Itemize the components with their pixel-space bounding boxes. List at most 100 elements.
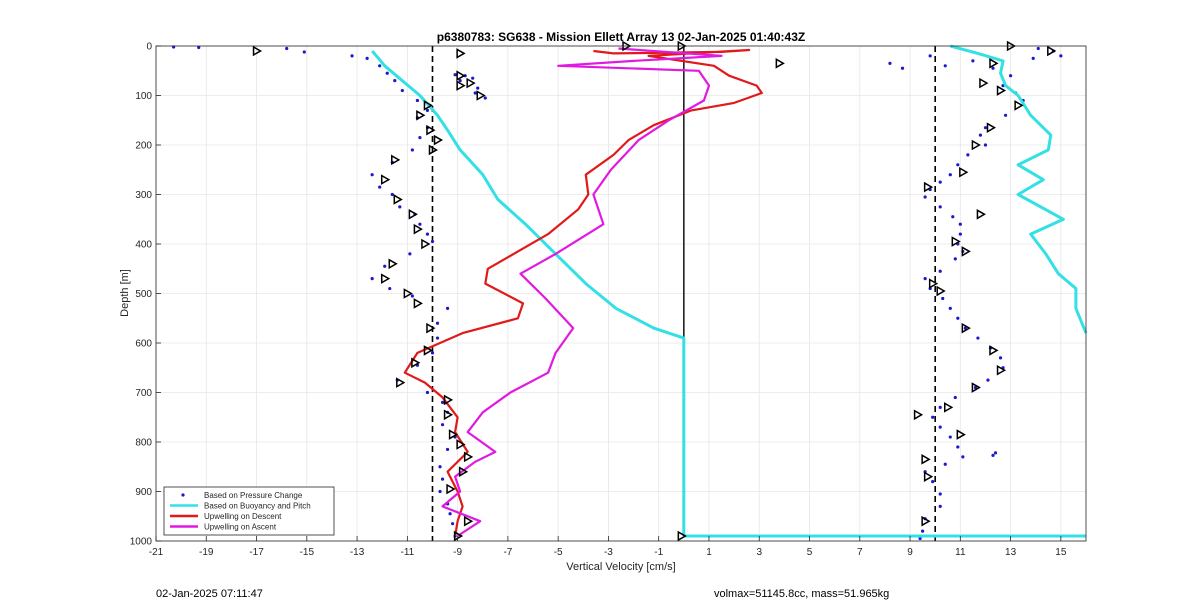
triangle-marker <box>421 238 431 250</box>
triangle-marker <box>961 246 971 257</box>
triangle-marker <box>463 451 474 463</box>
pressure-change-point <box>956 316 960 320</box>
triangle-marker <box>913 409 924 421</box>
pressure-change-point <box>408 252 412 256</box>
pressure-change-point <box>983 126 988 130</box>
pressure-change-point <box>961 455 965 459</box>
y-tick-label: 800 <box>135 438 152 449</box>
series-line-upwelling-on-descent <box>403 48 763 537</box>
x-tick-label: 7 <box>857 547 863 558</box>
y-axis-label: Depth [m] <box>119 269 131 317</box>
triangle-marker <box>923 181 934 193</box>
triangle-marker <box>403 288 413 299</box>
marker-layer <box>252 40 1057 542</box>
y-tick-label: 1000 <box>130 537 153 548</box>
pressure-change-point <box>458 79 462 83</box>
triangle-marker <box>971 382 981 393</box>
pressure-change-point <box>370 173 374 177</box>
pressure-change-point <box>1003 113 1008 117</box>
triangle-marker <box>456 439 466 450</box>
pressure-change-point <box>938 405 942 409</box>
pressure-change-point <box>966 153 970 157</box>
triangle-marker <box>453 530 464 542</box>
grid-lines <box>155 45 1086 542</box>
pressure-change-point <box>1008 74 1013 78</box>
x-tick-label: 5 <box>807 547 813 558</box>
pressure-change-point <box>971 59 975 63</box>
triangle-marker <box>456 70 466 81</box>
legend-swatch-dot <box>181 493 185 497</box>
triangle-marker <box>961 322 971 334</box>
x-tick-label: -3 <box>604 547 613 558</box>
pressure-change-point <box>471 76 475 80</box>
pressure-change-point <box>445 447 450 452</box>
pressure-change-point <box>888 61 892 65</box>
chart-title: p6380783: SG638 - Mission Ellett Array 1… <box>437 30 805 44</box>
pressure-change-point <box>410 148 414 152</box>
triangle-marker <box>944 402 954 413</box>
y-tick-label: 500 <box>135 289 152 300</box>
triangle-marker <box>463 515 474 527</box>
pressure-change-point <box>938 492 942 496</box>
pressure-change-point <box>931 480 935 484</box>
pressure-change-point <box>938 425 942 429</box>
pressure-change-point <box>383 264 387 268</box>
pressure-change-point <box>435 321 440 325</box>
triangle-marker <box>416 110 426 121</box>
x-tick-label: -19 <box>199 547 214 558</box>
pressure-change-point <box>938 269 942 273</box>
pressure-change-point <box>963 326 967 330</box>
triangle-marker <box>380 273 391 284</box>
x-tick-label: 9 <box>907 547 913 558</box>
pressure-change-point <box>440 423 445 427</box>
pressure-change-point <box>400 88 404 93</box>
series-upwelling-on-descent <box>403 48 763 537</box>
triangle-marker <box>1014 100 1024 111</box>
pressure-change-point <box>956 445 960 449</box>
triangle-marker <box>677 530 687 542</box>
footer-timestamp: 02-Jan-2025 07:11:47 <box>156 588 263 600</box>
pressure-change-point <box>425 390 430 395</box>
y-tick-label: 700 <box>135 388 152 399</box>
tick-layer: -21 -19 -17 -15 -13 -11 -9 -7 -5 -3 -1 1 3 5 7 9 11 13 150… <box>130 42 1067 559</box>
triangle-marker <box>951 236 961 247</box>
series-based-on-pressure-change <box>171 45 1063 541</box>
y-tick-label: 100 <box>135 91 152 102</box>
footer-volmax-mass: volmax=51145.8cc, mass=51.965kg <box>714 588 890 600</box>
pressure-change-point <box>938 205 942 209</box>
triangle-marker <box>456 48 466 59</box>
pressure-change-point <box>197 45 201 50</box>
pressure-change-point <box>415 98 420 103</box>
pressure-change-point <box>390 192 394 197</box>
pressure-change-point <box>978 133 983 137</box>
y-tick-label: 0 <box>146 42 152 53</box>
pressure-change-point <box>473 91 477 95</box>
triangle-marker <box>448 429 459 440</box>
triangle-marker <box>476 90 486 101</box>
pressure-change-point <box>998 356 1003 360</box>
pressure-change-point <box>388 286 392 291</box>
pressure-change-point <box>476 86 480 90</box>
pressure-change-point <box>445 306 450 310</box>
pressure-change-point <box>938 504 942 508</box>
pressure-change-point <box>931 415 935 419</box>
triangle-marker <box>976 209 986 220</box>
pressure-change-point <box>923 277 927 281</box>
x-axis-label: Vertical Velocity [cm/s] <box>566 561 675 573</box>
legend-label: Based on Pressure Change <box>204 491 303 500</box>
pressure-change-point <box>1031 56 1035 60</box>
triangle-marker <box>921 515 931 527</box>
pressure-change-point <box>435 336 440 340</box>
x-tick-label: -11 <box>400 547 414 558</box>
pressure-change-point <box>483 96 487 100</box>
series-line-based-on-buoyancy-and-pitch <box>949 44 1088 334</box>
y-tick-label: 400 <box>135 240 152 251</box>
pressure-change-point <box>398 205 402 209</box>
triangle-marker <box>446 483 456 495</box>
pressure-change-point <box>958 222 962 226</box>
triangle-marker <box>956 429 966 440</box>
legend-label: Based on Buoyancy and Pitch <box>204 502 311 511</box>
series-line-based-on-buoyancy-and-pitch <box>371 50 686 536</box>
pressure-change-point <box>440 400 445 404</box>
